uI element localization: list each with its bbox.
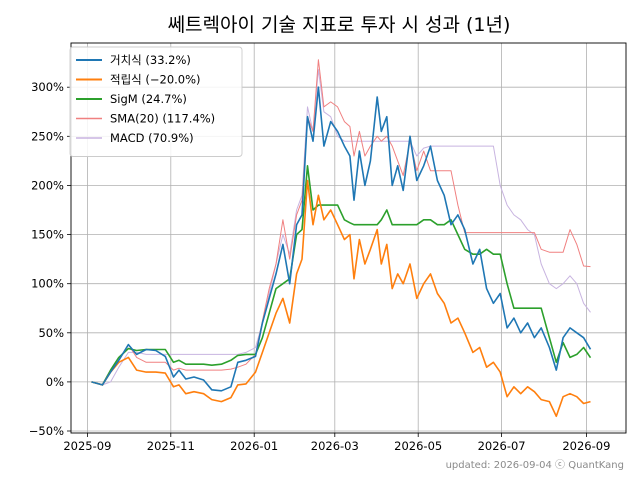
series-layer xyxy=(91,59,592,418)
plot-frame xyxy=(70,42,627,434)
legend-label: MACD (70.9%) xyxy=(110,131,194,145)
x-tick-label: 2025-09 xyxy=(63,439,111,453)
x-tick-label: 2026-03 xyxy=(311,439,359,453)
legend-box xyxy=(69,46,243,157)
y-tick-label: 50% xyxy=(38,326,64,340)
tick-layer: 2025-09 2025-11 2026-01 2026-03 2026-05 2026-… xyxy=(29,80,611,453)
series-line xyxy=(91,179,591,418)
series-line xyxy=(91,86,592,392)
y-tick-label: 150% xyxy=(31,228,64,242)
legend-label: 거치식 (33.2%) xyxy=(110,53,191,67)
chart-title: 쎄트렉아이 기술 지표로 투자 시 성과 (1년) xyxy=(168,14,511,36)
y-tick-label: 250% xyxy=(31,129,64,143)
y-tick-label: 300% xyxy=(31,80,64,94)
series-line xyxy=(91,69,591,386)
series-line xyxy=(91,165,592,386)
x-tick-label: 2026-09 xyxy=(562,439,610,453)
legend-label: SigM (24.7%) xyxy=(110,92,187,106)
y-tick-label: 0% xyxy=(46,375,64,389)
series-line xyxy=(91,59,591,386)
grid-layer xyxy=(71,43,626,433)
footer-note: updated: 2026-09-04 ⓒ QuantKang xyxy=(446,459,624,471)
y-tick-label: 100% xyxy=(31,277,64,291)
x-tick-label: 2026-07 xyxy=(478,439,526,453)
legend: 거치식 (33.2%) 적립식 (−20.0%) SigM (24.7%) SMA(2… xyxy=(69,46,243,157)
x-tick-label: 2026-05 xyxy=(394,439,442,453)
x-tick-label: 2025-11 xyxy=(147,439,195,453)
y-tick-label: −50% xyxy=(29,424,64,438)
legend-label: SMA(20) (117.4%) xyxy=(110,112,215,126)
legend-label: 적립식 (−20.0%) xyxy=(110,73,201,87)
y-tick-label: 200% xyxy=(31,178,64,192)
x-tick-label: 2026-01 xyxy=(230,439,278,453)
